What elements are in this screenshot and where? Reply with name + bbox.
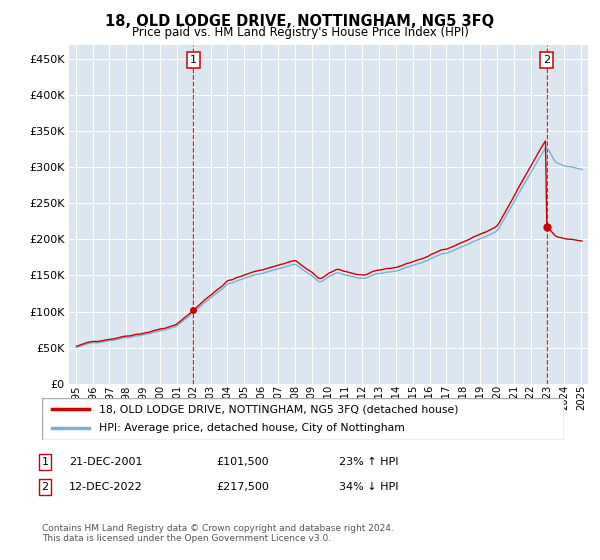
- Text: Price paid vs. HM Land Registry's House Price Index (HPI): Price paid vs. HM Land Registry's House …: [131, 26, 469, 39]
- Text: 2: 2: [543, 55, 550, 65]
- Text: £101,500: £101,500: [216, 457, 269, 467]
- Text: 18, OLD LODGE DRIVE, NOTTINGHAM, NG5 3FQ (detached house): 18, OLD LODGE DRIVE, NOTTINGHAM, NG5 3FQ…: [100, 404, 459, 414]
- Text: 18, OLD LODGE DRIVE, NOTTINGHAM, NG5 3FQ: 18, OLD LODGE DRIVE, NOTTINGHAM, NG5 3FQ: [106, 14, 494, 29]
- Text: HPI: Average price, detached house, City of Nottingham: HPI: Average price, detached house, City…: [100, 423, 405, 433]
- Text: 12-DEC-2022: 12-DEC-2022: [69, 482, 143, 492]
- Text: 34% ↓ HPI: 34% ↓ HPI: [339, 482, 398, 492]
- Text: 1: 1: [41, 457, 49, 467]
- Text: 2: 2: [41, 482, 49, 492]
- Text: 23% ↑ HPI: 23% ↑ HPI: [339, 457, 398, 467]
- Text: £217,500: £217,500: [216, 482, 269, 492]
- Text: Contains HM Land Registry data © Crown copyright and database right 2024.
This d: Contains HM Land Registry data © Crown c…: [42, 524, 394, 543]
- Text: 1: 1: [190, 55, 197, 65]
- Text: 21-DEC-2001: 21-DEC-2001: [69, 457, 143, 467]
